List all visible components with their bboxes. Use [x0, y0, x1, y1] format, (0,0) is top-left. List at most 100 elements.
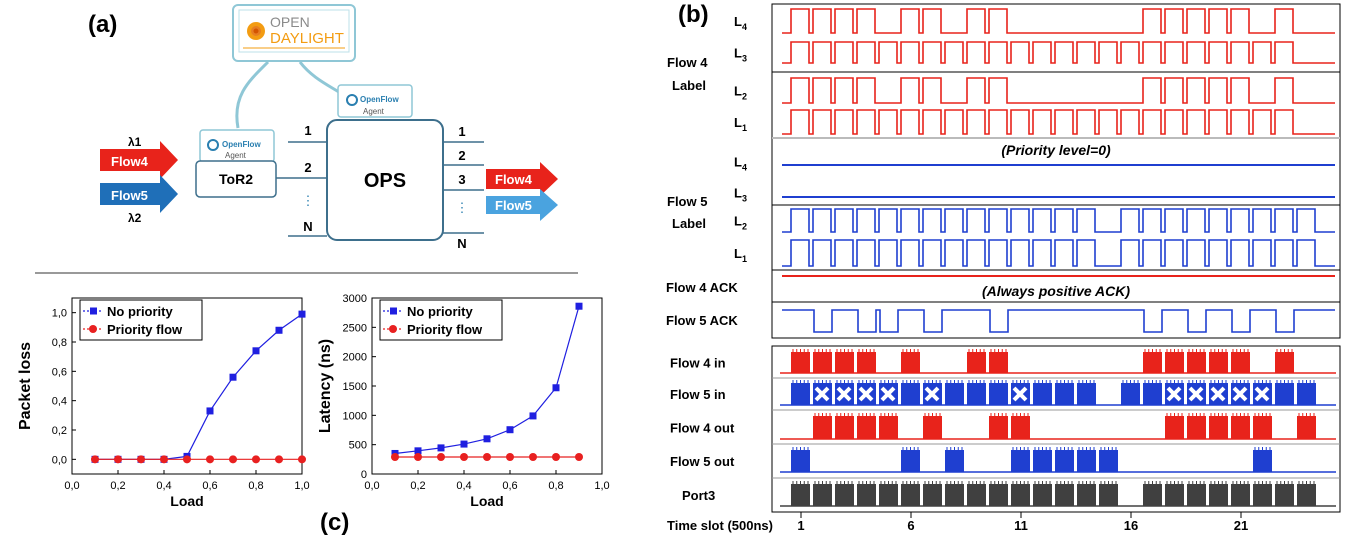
data-point — [183, 455, 191, 464]
openflow-agent-top-label: Agent — [363, 107, 385, 116]
data-point — [529, 412, 537, 420]
openflow-agent-top: OpenFlow Agent — [337, 84, 413, 118]
left-port-1: 1 — [304, 123, 311, 138]
data-point — [252, 347, 260, 355]
trace-f4-l3 — [782, 41, 1335, 64]
burst-block — [1297, 383, 1316, 405]
legend-marker — [390, 307, 397, 315]
burst-block — [945, 450, 964, 472]
y-tick-label: 0 — [361, 469, 367, 481]
burst-block — [901, 484, 920, 506]
opendaylight-controller: OPEN DAYLIGHT — [232, 4, 356, 62]
y-tick-label: 2000 — [343, 352, 367, 364]
time-tick-label: 1 — [797, 518, 804, 533]
burst-block — [791, 352, 810, 373]
openflow-brand-top: OpenFlow — [360, 95, 399, 104]
priority-note: (Priority level=0) — [1001, 142, 1111, 158]
burst-block — [791, 383, 810, 405]
burst-block — [835, 352, 854, 373]
y-tick-label: 1,0 — [52, 308, 67, 320]
burst-block — [989, 383, 1008, 405]
ops-left-ports: 1 2 ⋮ N — [276, 123, 327, 237]
burst-block — [1187, 484, 1206, 506]
data-point — [575, 302, 583, 310]
legend-marker — [89, 325, 97, 333]
trace-f4-l2 — [782, 77, 1335, 104]
trace-f5-l1 — [782, 239, 1335, 267]
data-point — [298, 310, 306, 318]
flow4-label-sub: Label — [672, 78, 706, 93]
panel-b-label: (b) — [678, 1, 709, 28]
latency-chart: 0,0 0,2 0,4 0,6 0,8 1,0 0 500 1000 1500 2000 2500 30… — [317, 293, 610, 509]
legend-entry: No priority — [407, 304, 473, 319]
data-point — [229, 373, 237, 381]
burst-block — [1077, 484, 1096, 506]
drop-x-icon — [880, 386, 896, 402]
legend-entry: No priority — [107, 304, 173, 319]
burst-block — [901, 450, 920, 472]
data-point — [460, 452, 468, 461]
trace-label-f5-l3: L3 — [734, 186, 747, 204]
burst-block — [835, 416, 854, 439]
burst-block — [1121, 383, 1140, 405]
burst-block — [835, 484, 854, 506]
burst-block — [1297, 416, 1316, 439]
legend: No priority Priority flow — [79, 299, 203, 341]
right-port-1: 1 — [458, 124, 465, 139]
x-tick-label: 0,8 — [548, 480, 563, 492]
burst-block — [1055, 450, 1074, 472]
data-point — [460, 440, 468, 448]
opendaylight-line1: OPEN — [270, 14, 310, 30]
y-tick-label: 1000 — [343, 410, 367, 422]
burst-block — [1165, 484, 1184, 506]
data-point — [483, 435, 491, 443]
trace-label-f5-l1: L1 — [734, 246, 747, 264]
openflow-agent-left: OpenFlow Agent — [199, 129, 275, 163]
openflow-logo-icon-left — [207, 139, 219, 151]
burst-block — [1253, 484, 1272, 506]
x-tick-label: 0,6 — [202, 480, 217, 492]
burst-block — [1033, 450, 1052, 472]
data-point — [252, 455, 260, 464]
burst-block — [1011, 484, 1030, 506]
right-port-n: N — [457, 236, 466, 251]
data-label-port3: Port3 — [682, 488, 715, 503]
data-label-f4-in: Flow 4 in — [670, 356, 726, 371]
legend-box — [379, 299, 503, 341]
burst-block — [1187, 352, 1206, 373]
drop-x-icon — [814, 386, 830, 402]
burst-block — [1165, 416, 1184, 439]
burst-block — [1231, 484, 1250, 506]
data-point — [437, 452, 445, 461]
right-port-dots: ⋮ — [456, 200, 469, 215]
flow5-in-arrow — [100, 175, 178, 213]
burst-block — [879, 416, 898, 439]
burst-block — [857, 352, 876, 373]
data-point — [483, 452, 491, 461]
timing-diagram: L4 L3 L2 L1 L4 L3 L2 L1 Flow 4 Label Flow 5 Label (P… — [666, 3, 1341, 533]
data-point — [137, 455, 145, 464]
burst-block — [813, 484, 832, 506]
x-tick-label: 0,2 — [110, 480, 125, 492]
trace-f4-l1 — [782, 109, 1335, 135]
data-point — [506, 426, 514, 434]
y-tick-label: 0,8 — [52, 337, 67, 349]
data-frame — [771, 345, 1341, 513]
trace-label-f5-l4: L4 — [734, 155, 747, 173]
x-tick-label: 1,0 — [294, 480, 309, 492]
ack-label-f4-ack: Flow 4 ACK — [666, 280, 738, 295]
y-tick-label: 0,2 — [52, 425, 67, 437]
flow5-in-label: Flow5 — [111, 188, 148, 203]
data-label-f4-out: Flow 4 out — [670, 421, 735, 436]
controller-link-left — [235, 60, 270, 129]
y-axis-label: Latency (ns) — [317, 339, 334, 433]
burst-block — [1165, 352, 1184, 373]
data-point — [506, 452, 514, 461]
flow4-label-title: Flow 4 — [667, 55, 708, 70]
data-trace-f5-in — [780, 380, 1336, 406]
time-tick-label: 6 — [907, 518, 914, 533]
burst-block — [1143, 352, 1162, 373]
flow5-label-sub: Label — [672, 216, 706, 231]
ack-trace-f5-ack — [782, 309, 1335, 333]
openflow-logo-icon — [346, 94, 358, 106]
